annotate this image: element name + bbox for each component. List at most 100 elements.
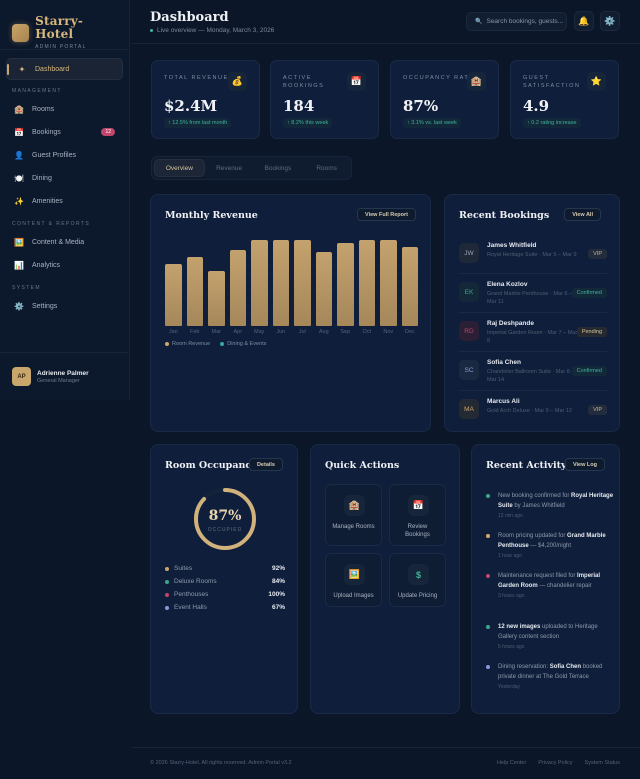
revenue-bar-chart [165, 240, 418, 326]
tab-revenue[interactable]: Revenue [216, 164, 243, 172]
page-subtitle: Live overview — Monday, March 3, 2026 [150, 27, 274, 34]
bell-icon: 🔔 [578, 15, 590, 26]
sidebar-item-label: Amenities [32, 198, 63, 205]
sidebar-item-amenities[interactable]: ✨ Amenities [6, 190, 123, 213]
manage-rooms-button[interactable]: 🏨 Manage Rooms [325, 484, 382, 546]
review-bookings-button[interactable]: 📅 Review Bookings [389, 484, 446, 546]
user-role: General Manager [37, 377, 80, 384]
occupancy-donut-chart [194, 488, 256, 550]
activity-time: 12 min ago [498, 513, 523, 519]
panel-title: Recent Bookings [459, 210, 550, 221]
recent-activity-panel: Recent Activity View Log New booking con… [471, 444, 620, 714]
chart-bar [380, 240, 397, 326]
legend-dining-events: Dining & Events [227, 341, 267, 347]
legend-dot-icon [165, 605, 169, 610]
activity-item: 12 new images uploaded to Heritage Galle… [486, 622, 614, 650]
activity-dot-icon [486, 574, 490, 578]
dollar-icon: $ [408, 564, 429, 585]
search-input[interactable]: 🔍 Search bookings, guests... [466, 12, 567, 31]
activity-item: Maintenance request filed for Imperial G… [486, 571, 614, 599]
stat-card-guest-satisfaction: GUEST SATISFACTION ⭐ 4.9 ↑ 0.2 rating in… [510, 60, 619, 139]
activity-item: New booking confirmed for Royal Heritage… [486, 491, 614, 519]
search-placeholder: Search bookings, guests... [486, 18, 564, 25]
view-log-button[interactable]: View Log [564, 458, 605, 471]
brand[interactable]: Starry-Hotel ADMIN PORTAL [0, 0, 129, 50]
settings-button[interactable]: ⚙️ [600, 11, 620, 31]
notifications-button[interactable]: 🔔 [574, 11, 594, 31]
booking-detail: Gold Arch Deluxe · Mar 9 – Mar 12 [487, 408, 572, 414]
guest-name: Raj Deshpande [487, 320, 534, 327]
guest-name: Marcus Ali [487, 398, 520, 405]
footer-links: Help Center Privacy Policy System Status [497, 760, 620, 766]
gear-icon: ⚙️ [14, 302, 24, 311]
dining-icon: 🍽️ [14, 174, 24, 183]
stat-label: OCCUPANCY RATE [403, 75, 475, 81]
hotel-icon: 🏨 [14, 105, 24, 114]
bar-chart-icon: 📊 [14, 261, 24, 270]
stat-label: GUEST SATISFACTION [523, 75, 581, 89]
booking-row[interactable]: SC Sofia Chen Chandelier Ballroom Suite … [459, 352, 607, 391]
booking-row[interactable]: EK Elena Kozlov Grand Marble Penthouse ·… [459, 274, 607, 313]
tab-bookings[interactable]: Bookings [264, 164, 292, 172]
tab-overview[interactable]: Overview [154, 159, 205, 177]
user-profile[interactable]: AP Adrienne Palmer General Manager [0, 352, 130, 400]
chart-x-axis: Jan Feb Mar Apr May Jun Jul Aug Sep Oct … [165, 329, 418, 335]
stat-delta: ↑ 0.2 rating increase [523, 118, 581, 128]
page-title: Dashboard [150, 10, 229, 25]
sidebar-item-content-media[interactable]: 🖼️ Content & Media [6, 231, 123, 254]
chart-bar [315, 252, 332, 326]
gear-icon: ⚙️ [604, 15, 616, 26]
guest-name: Sofia Chen [487, 359, 521, 366]
booking-row[interactable]: RD Raj Deshpande Imperial Garden Room · … [459, 313, 607, 352]
sidebar-item-dining[interactable]: 🍽️ Dining [6, 167, 123, 190]
panel-title: Quick Actions [325, 460, 400, 471]
stat-label: TOTAL REVENUE [164, 75, 229, 81]
x-tick: Mar [211, 329, 221, 335]
x-tick: Dec [404, 329, 415, 335]
x-tick: Jun [276, 329, 286, 335]
avatar: EK [459, 282, 479, 302]
occupancy-row-suites: Suites 92% [165, 562, 285, 575]
chart-bar [208, 270, 225, 326]
monthly-revenue-panel: Monthly Revenue View Full Report Jan Feb… [150, 194, 431, 432]
nav-section-system: SYSTEM [12, 285, 41, 291]
x-tick: May [254, 329, 265, 335]
stat-delta: ↑ 12.5% from last month [164, 118, 232, 128]
guest-name: James Whitfield [487, 242, 537, 249]
booking-row[interactable]: JW James Whitfield Royal Heritage Suite … [459, 235, 607, 274]
sidebar-item-analytics[interactable]: 📊 Analytics [6, 254, 123, 277]
sparkle-icon: ✦ [18, 64, 26, 74]
activity-dot-icon [486, 534, 490, 538]
privacy-policy-link[interactable]: Privacy Policy [538, 760, 573, 766]
picture-icon: 🖼️ [14, 238, 24, 247]
status-badge: VIP [588, 249, 607, 259]
occupancy-details-button[interactable]: Details [248, 458, 283, 471]
recent-bookings-panel: Recent Bookings View All JW James Whitfi… [444, 194, 620, 432]
panel-title: Monthly Revenue [165, 210, 258, 221]
sidebar-item-settings[interactable]: ⚙️ Settings [6, 295, 123, 318]
x-tick: Apr [233, 329, 243, 335]
calendar-icon: 📅 [408, 495, 429, 516]
tab-rooms[interactable]: Rooms [316, 164, 337, 172]
star-icon: ⭐ [587, 72, 606, 91]
activity-item: Room pricing updated for Grand Marble Pe… [486, 531, 614, 559]
sidebar-item-rooms[interactable]: 🏨 Rooms [6, 98, 123, 121]
upload-images-button[interactable]: 🖼️ Upload Images [325, 553, 382, 607]
stat-value: 4.9 [523, 97, 550, 115]
booking-detail: Grand Marble Penthouse · Mar 6 – Mar 11 [487, 291, 572, 305]
help-center-link[interactable]: Help Center [496, 760, 527, 766]
view-full-report-button[interactable]: View Full Report [357, 208, 416, 221]
room-occupancy-panel: Room Occupancy Details 87% OCCUPIED Suit… [150, 444, 298, 714]
sidebar-item-bookings[interactable]: 📅 Bookings 12 [6, 121, 123, 144]
panel-title: Room Occupancy [165, 460, 257, 471]
activity-time: 5 hours ago [498, 644, 525, 650]
chart-legend: Room Revenue Dining & Events [165, 341, 266, 347]
view-all-bookings-button[interactable]: View All [564, 208, 601, 221]
update-pricing-button[interactable]: $ Update Pricing [389, 553, 446, 607]
booking-row[interactable]: MA Marcus Ali Gold Arch Deluxe · Mar 9 –… [459, 391, 607, 430]
avatar: AP [12, 367, 31, 386]
chart-bar [272, 240, 289, 326]
sidebar-item-guest-profiles[interactable]: 👤 Guest Profiles [6, 144, 123, 167]
sidebar-item-dashboard[interactable]: ✦ Dashboard [6, 58, 123, 80]
system-status-link[interactable]: System Status [584, 760, 620, 766]
